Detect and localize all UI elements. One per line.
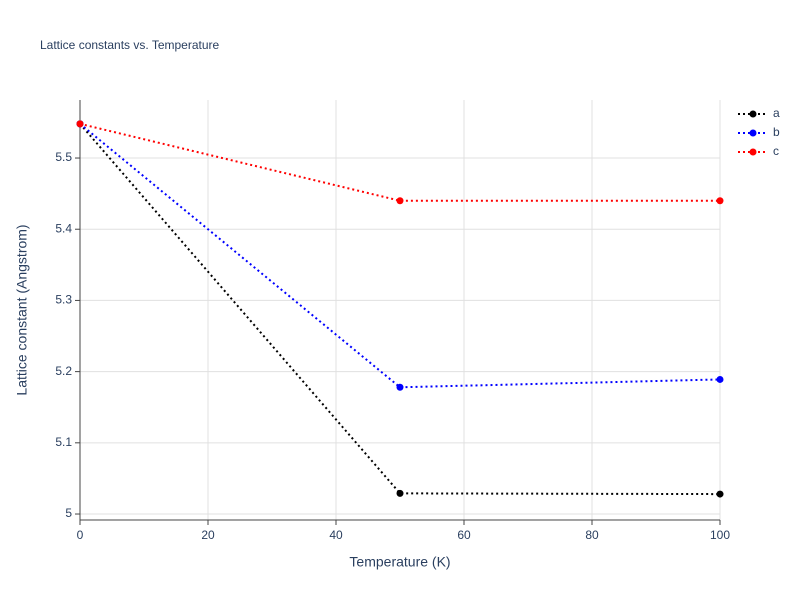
legend-label: b xyxy=(773,125,780,139)
legend-label: c xyxy=(773,144,779,158)
x-tick-label: 100 xyxy=(710,528,730,542)
x-tick-label: 80 xyxy=(585,528,599,542)
data-point xyxy=(396,383,404,391)
y-tick-label: 5.1 xyxy=(55,435,72,449)
data-point xyxy=(396,489,404,497)
x-tick-label: 20 xyxy=(201,528,215,542)
y-tick-label: 5.2 xyxy=(55,364,72,378)
data-point xyxy=(716,490,724,498)
x-tick-label: 0 xyxy=(77,528,84,542)
legend-marker xyxy=(749,129,757,137)
data-point xyxy=(76,120,84,128)
chart-title: Lattice constants vs. Temperature xyxy=(40,38,220,52)
x-tick-label: 40 xyxy=(329,528,343,542)
y-tick-label: 5.4 xyxy=(55,221,72,235)
x-tick-label: 60 xyxy=(457,528,471,542)
y-tick-label: 5.3 xyxy=(55,293,72,307)
data-point xyxy=(716,197,724,205)
series-line xyxy=(79,123,721,389)
legend-marker xyxy=(749,148,757,156)
data-point xyxy=(716,375,724,383)
x-axis-label: Temperature (K) xyxy=(349,554,450,570)
y-axis-label: Lattice constant (Angstrom) xyxy=(14,224,30,395)
series-line xyxy=(79,122,720,202)
y-tick-label: 5.5 xyxy=(55,150,72,164)
legend-label: a xyxy=(773,106,780,120)
legend-marker xyxy=(749,110,757,118)
data-point xyxy=(396,197,404,205)
series-line xyxy=(79,123,721,496)
y-tick-label: 5 xyxy=(65,506,72,520)
